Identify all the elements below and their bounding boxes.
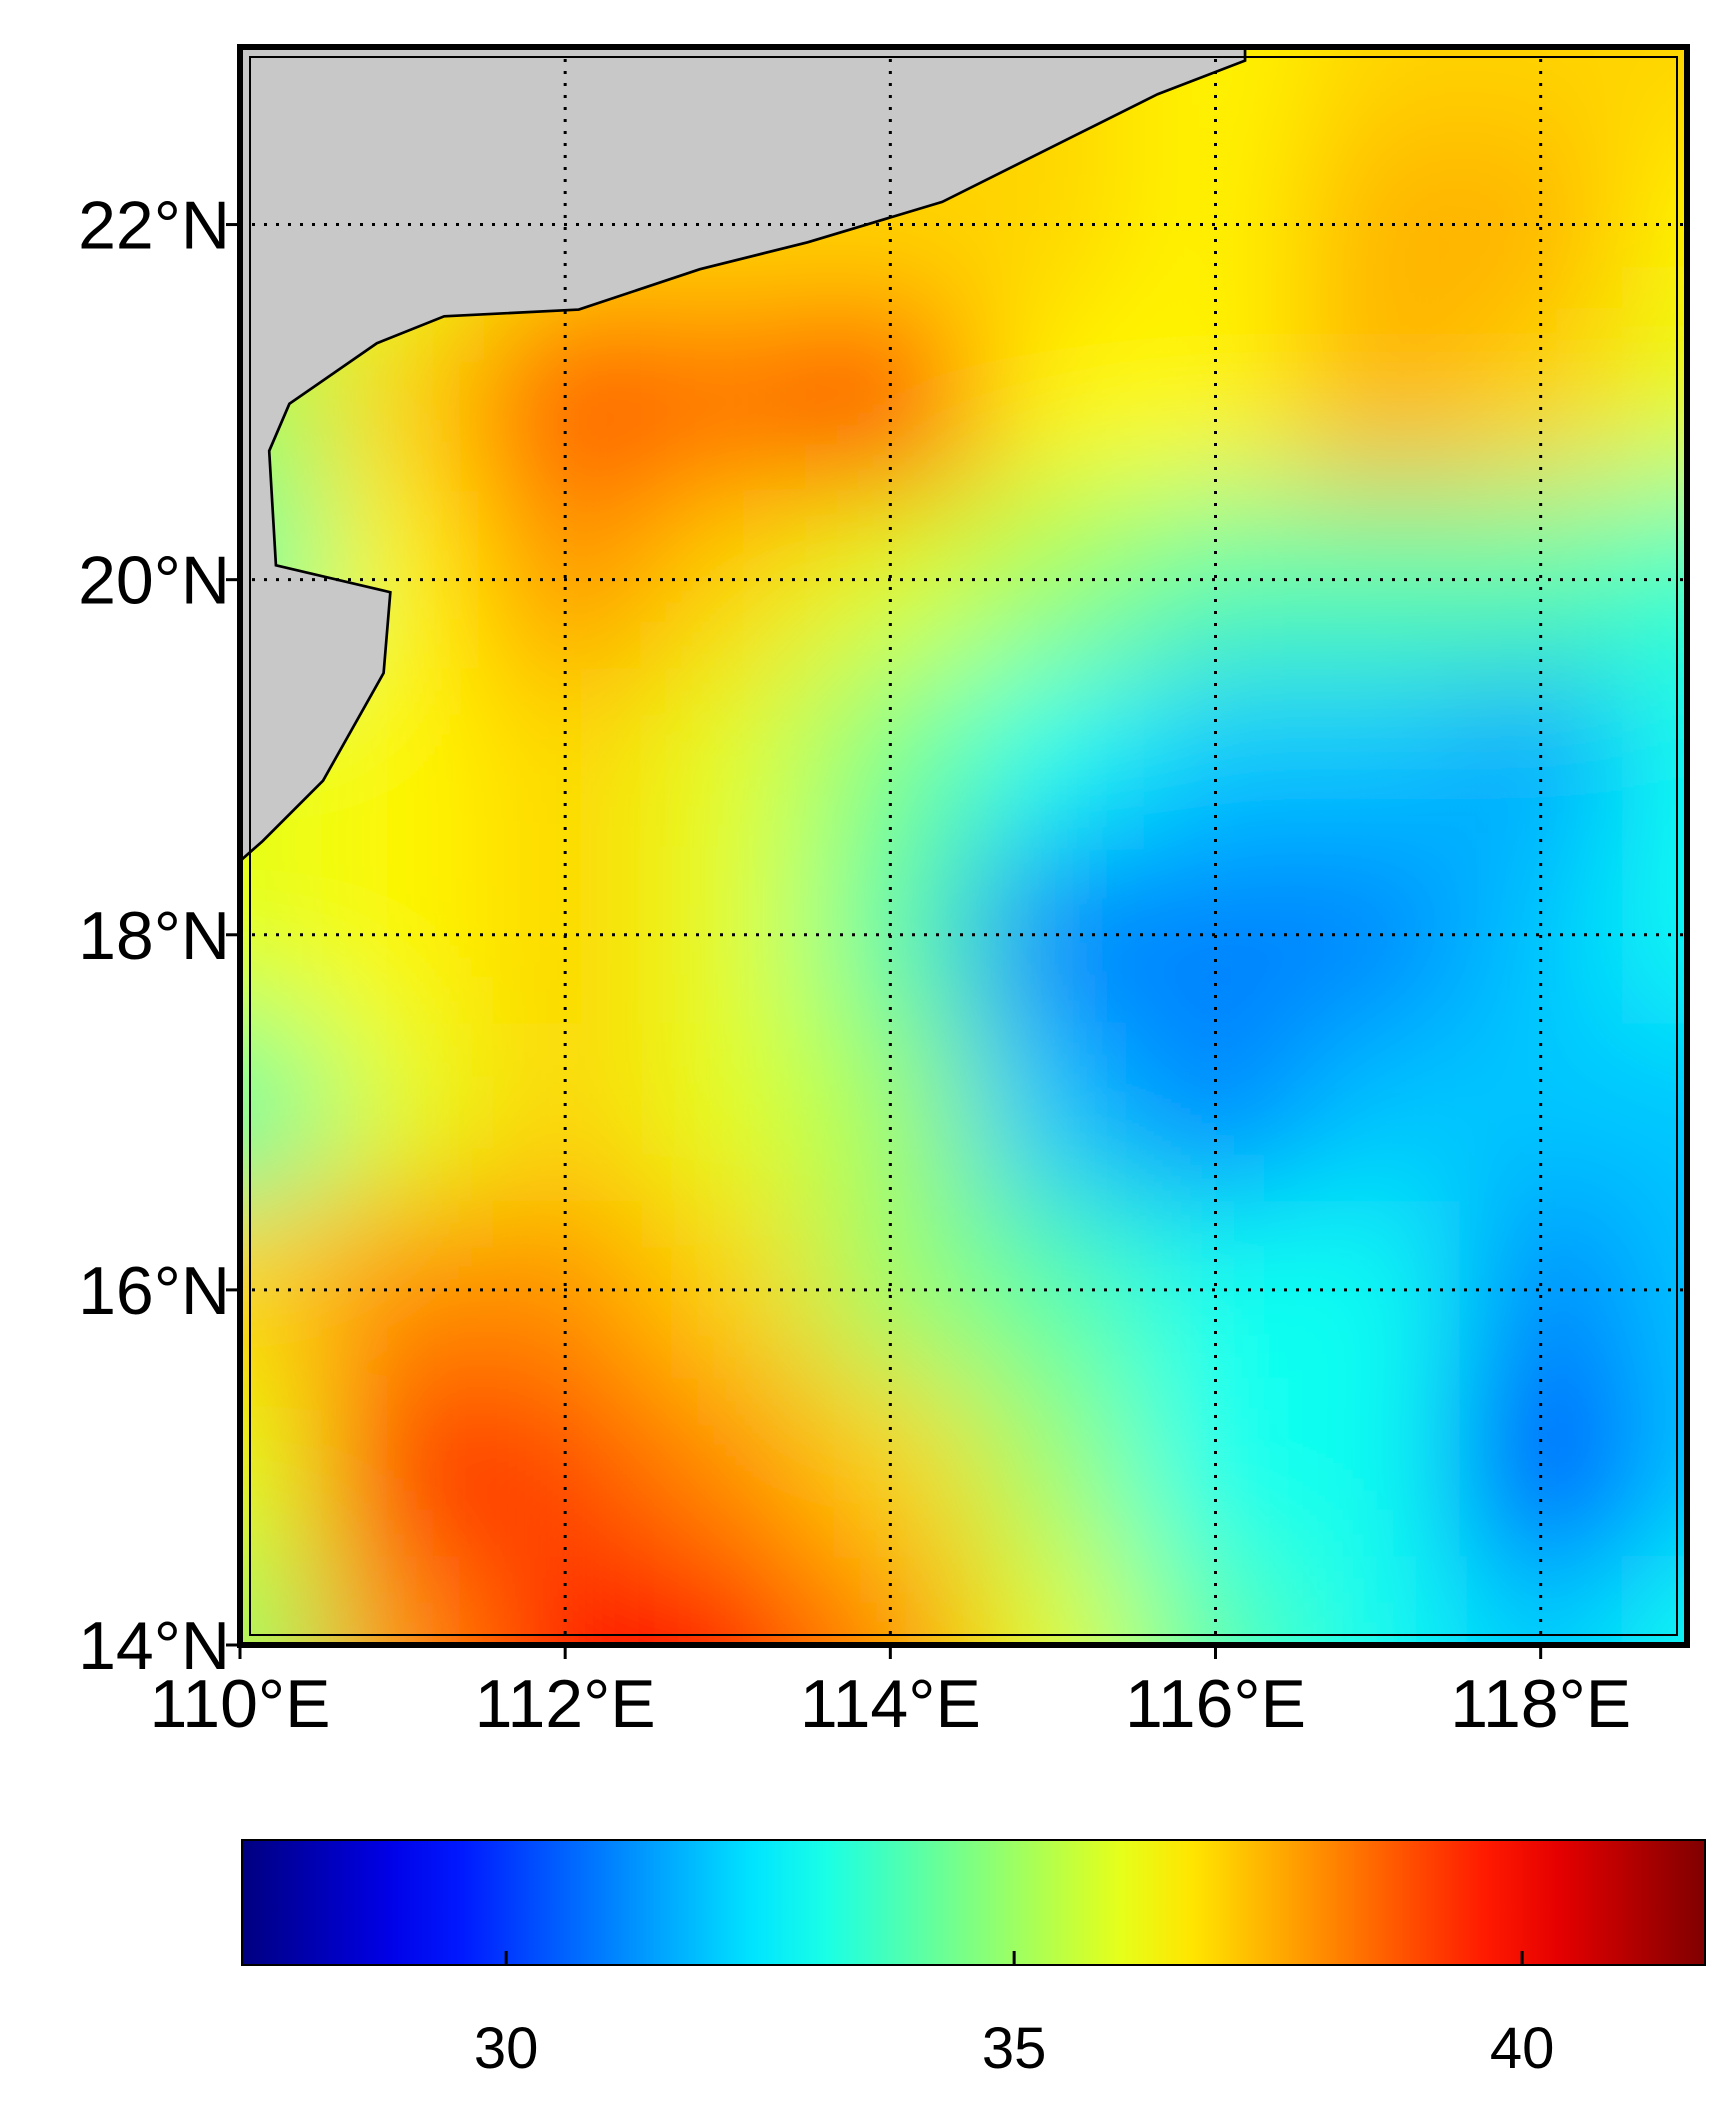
y-tick-label: 20°N: [78, 543, 230, 619]
field-cell: [646, 668, 810, 846]
field-cell: [1296, 1556, 1460, 1645]
colorbar-tick-label: 30: [474, 2016, 539, 2081]
field-cell: [1134, 1378, 1297, 1557]
field-cell: [1296, 668, 1460, 846]
field-cell: [809, 313, 972, 491]
field-cell: [483, 1378, 647, 1557]
x-tick-label: 110°E: [150, 1666, 331, 1742]
field-cell: [1134, 490, 1297, 669]
field-cell: [483, 1023, 647, 1202]
x-tick-label: 112°E: [475, 1666, 656, 1742]
field-cell: [1459, 313, 1622, 491]
x-tick-label: 114°E: [800, 1666, 981, 1742]
field-cell: [971, 1556, 1135, 1645]
field-cell: [1296, 490, 1460, 669]
field-cell: [321, 1023, 484, 1202]
colorbar-tick-label: 35: [982, 2016, 1047, 2081]
x-tick-label: 118°E: [1450, 1666, 1631, 1742]
field-cell: [809, 1023, 972, 1202]
map-frame-inner: [249, 56, 1678, 1636]
field-cell: [1134, 1201, 1297, 1379]
field-cell: [1296, 313, 1460, 491]
field-cell: [1459, 490, 1622, 669]
field-cell: [646, 1556, 810, 1645]
field-cell: [1134, 1023, 1297, 1202]
field-cell: [1134, 135, 1297, 314]
field-cell: [321, 1201, 484, 1379]
field-cell: [321, 1556, 484, 1645]
field-cell: [1459, 1201, 1622, 1379]
y-tick-label: 16°N: [78, 1253, 230, 1329]
field-cell: [1134, 313, 1297, 491]
field-cell: [321, 846, 484, 1024]
field-cell: [1296, 846, 1460, 1024]
field-cell: [646, 490, 810, 669]
field-cell: [809, 1378, 972, 1557]
field-cell: [1459, 1378, 1622, 1557]
y-tick-label: 14°N: [78, 1608, 230, 1684]
land: [240, 47, 1247, 863]
field-cell: [646, 1201, 810, 1379]
field-cell: [240, 1378, 322, 1557]
grid: 110°E 112°E 114°E 116°E 118°E 14°N 16°N 18°N 20°…: [78, 47, 1687, 1742]
map-frame: [237, 44, 1690, 1648]
y-tick-label: 18°N: [78, 898, 230, 974]
field-cell: [1296, 1201, 1460, 1379]
field-cell: [646, 1378, 810, 1557]
field-cell: [1296, 47, 1460, 136]
field-cell: [1296, 1023, 1460, 1202]
colorbar-tick-label: 40: [1490, 2016, 1555, 2081]
colorbar: [241, 1839, 1706, 1966]
field-cell: [240, 1023, 322, 1202]
field-cell: [646, 313, 810, 491]
field-cell: [1296, 135, 1460, 314]
field-cell: [646, 846, 810, 1024]
field-cell: [1459, 1023, 1622, 1202]
field-cell: [971, 668, 1135, 846]
field-cell: [646, 1023, 810, 1202]
field-cell: [971, 1378, 1135, 1557]
x-tick-label: 116°E: [1125, 1666, 1306, 1742]
field-cell: [1459, 47, 1622, 136]
field-cell: [321, 1378, 484, 1557]
y-tick-label: 22°N: [78, 188, 230, 264]
field-cell: [483, 313, 647, 491]
field-cell: [1459, 135, 1622, 314]
field-cell: [240, 1556, 322, 1645]
field-cell: [1296, 1378, 1460, 1557]
field-cell: [971, 313, 1135, 491]
plot-area: [240, 47, 1687, 1645]
field-cell: [971, 1023, 1135, 1202]
